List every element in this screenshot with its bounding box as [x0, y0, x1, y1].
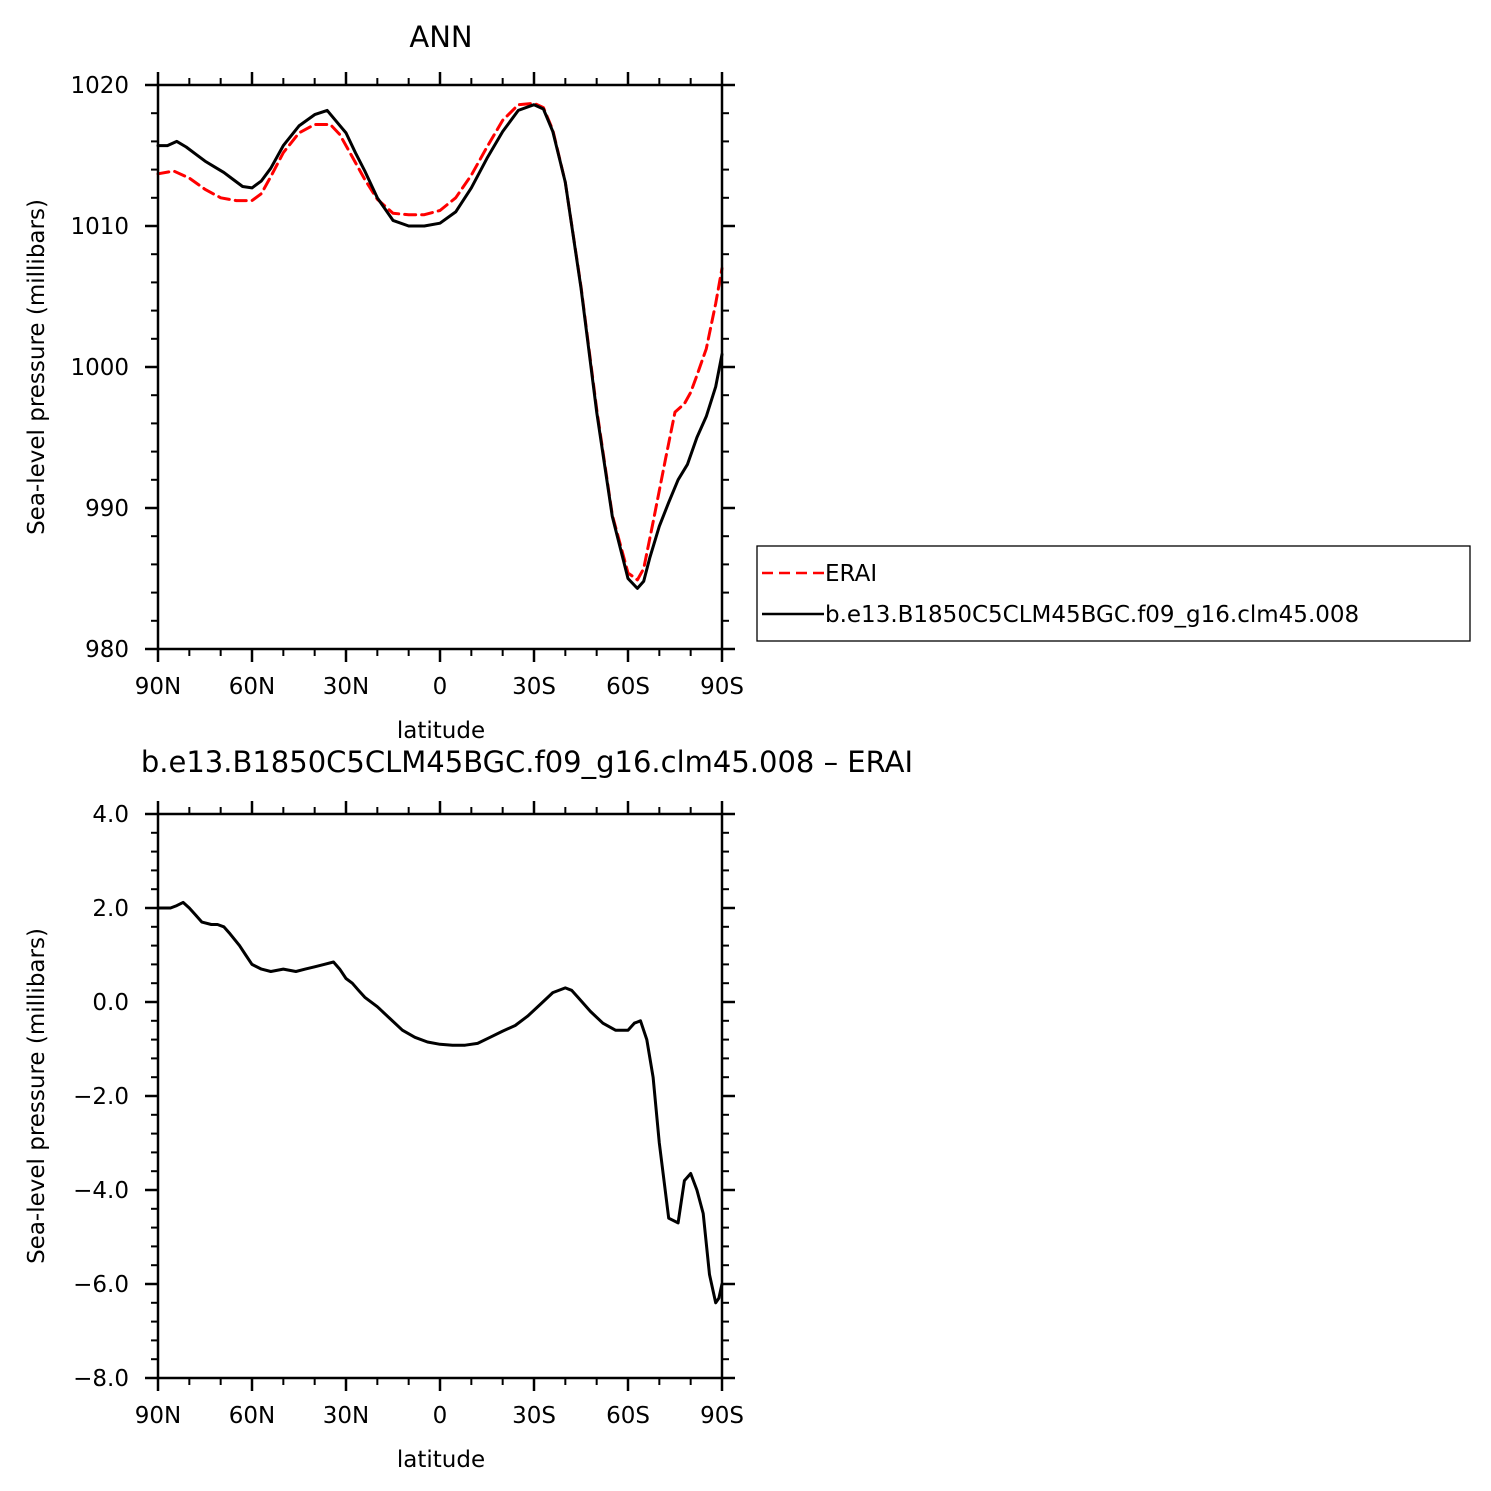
tick-labels: 90N 60N 30N 0 30S 60S 90S 980 990 1000 1010 1020: [70, 73, 743, 700]
plot-frame: [156, 812, 724, 1380]
y-tick-label: −2.0: [73, 1084, 129, 1110]
legend-label-model: b.e13.B1850C5CLM45BGC.f09_g16.clm45.008: [825, 602, 1359, 628]
x-tick-label: 90S: [700, 1403, 744, 1429]
y-tick-label: 0.0: [92, 990, 129, 1016]
x-tick-label: 30S: [512, 674, 556, 700]
axis-ticks: [145, 801, 735, 1391]
x-tick-label: 60S: [606, 1403, 650, 1429]
y-tick-label: 980: [85, 637, 129, 663]
x-tick-label: 0: [433, 674, 448, 700]
x-tick-label: 0: [433, 1403, 448, 1429]
x-axis-label: latitude: [397, 1447, 485, 1473]
y-tick-label: 4.0: [92, 802, 129, 828]
y-axis-label: Sea-level pressure (millibars): [24, 199, 50, 535]
x-tick-label: 30N: [323, 1403, 369, 1429]
y-tick-label: −6.0: [73, 1272, 129, 1298]
y-tick-label: −4.0: [73, 1178, 129, 1204]
x-tick-label: 60N: [229, 1403, 275, 1429]
x-axis-label: latitude: [397, 718, 485, 744]
x-tick-label: 90N: [135, 1403, 181, 1429]
series-lines: [156, 900, 724, 1305]
y-tick-label: 1010: [70, 214, 129, 240]
legend-label-erai: ERAI: [825, 561, 877, 587]
series-lines: [156, 101, 724, 590]
x-tick-label: 90N: [135, 674, 181, 700]
series-line-b-e13-b1850c5clm45bgc-f09-g16-clm45-008: [156, 103, 724, 590]
legend-box: [756, 545, 1471, 642]
series-line-erai: [156, 101, 724, 582]
x-tick-label: 30S: [512, 1403, 556, 1429]
tick-labels: 90N 60N 30N 0 30S 60S 90S −8.0 −6.0 −4.0 −2.0 0.0 2.…: [73, 802, 744, 1429]
y-tick-label: −8.0: [73, 1366, 129, 1392]
y-tick-label: 1000: [70, 355, 129, 381]
y-axis-label: Sea-level pressure (millibars): [24, 928, 50, 1264]
panel-title: b.e13.B1850C5CLM45BGC.f09_g16.clm45.008 …: [141, 745, 913, 779]
x-tick-label: 30N: [323, 674, 369, 700]
x-tick-label: 90S: [700, 674, 744, 700]
x-tick-label: 60S: [606, 674, 650, 700]
panel-top: ANN Sea-level pressure (millibars) latit…: [24, 20, 744, 744]
panel-bottom: b.e13.B1850C5CLM45BGC.f09_g16.clm45.008 …: [24, 745, 913, 1473]
panel-title: ANN: [409, 20, 472, 54]
y-tick-label: 990: [85, 496, 129, 522]
legend: ERAI b.e13.B1850C5CLM45BGC.f09_g16.clm45…: [756, 545, 1471, 642]
x-tick-label: 60N: [229, 674, 275, 700]
series-line-0: [156, 900, 724, 1305]
plot-frame: [156, 83, 724, 651]
y-tick-label: 2.0: [92, 896, 129, 922]
y-tick-label: 1020: [70, 73, 129, 99]
